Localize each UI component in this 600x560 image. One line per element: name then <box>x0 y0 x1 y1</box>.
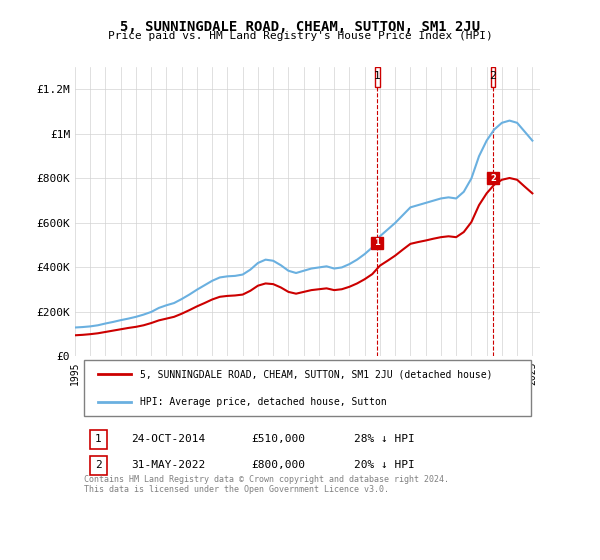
Text: Price paid vs. HM Land Registry's House Price Index (HPI): Price paid vs. HM Land Registry's House … <box>107 31 493 41</box>
Text: Contains HM Land Registry data © Crown copyright and database right 2024.
This d: Contains HM Land Registry data © Crown c… <box>84 475 449 494</box>
Text: 1: 1 <box>95 434 101 444</box>
Text: 2: 2 <box>490 174 496 183</box>
Text: 28% ↓ HPI: 28% ↓ HPI <box>354 434 415 444</box>
Text: HPI: Average price, detached house, Sutton: HPI: Average price, detached house, Sutt… <box>140 397 387 407</box>
Text: 31-MAY-2022: 31-MAY-2022 <box>131 460 205 470</box>
Text: 24-OCT-2014: 24-OCT-2014 <box>131 434 205 444</box>
Text: 5, SUNNINGDALE ROAD, CHEAM, SUTTON, SM1 2JU: 5, SUNNINGDALE ROAD, CHEAM, SUTTON, SM1 … <box>120 20 480 34</box>
FancyBboxPatch shape <box>375 67 380 87</box>
FancyBboxPatch shape <box>90 430 107 449</box>
Text: 20% ↓ HPI: 20% ↓ HPI <box>354 460 415 470</box>
FancyBboxPatch shape <box>90 456 107 475</box>
FancyBboxPatch shape <box>491 67 496 87</box>
FancyBboxPatch shape <box>84 360 531 417</box>
Text: 1: 1 <box>374 239 380 248</box>
Text: 1: 1 <box>374 71 381 81</box>
Text: 5, SUNNINGDALE ROAD, CHEAM, SUTTON, SM1 2JU (detached house): 5, SUNNINGDALE ROAD, CHEAM, SUTTON, SM1 … <box>140 369 493 379</box>
Text: £800,000: £800,000 <box>252 460 306 470</box>
Text: £510,000: £510,000 <box>252 434 306 444</box>
Text: 2: 2 <box>490 71 497 81</box>
Text: 2: 2 <box>95 460 101 470</box>
